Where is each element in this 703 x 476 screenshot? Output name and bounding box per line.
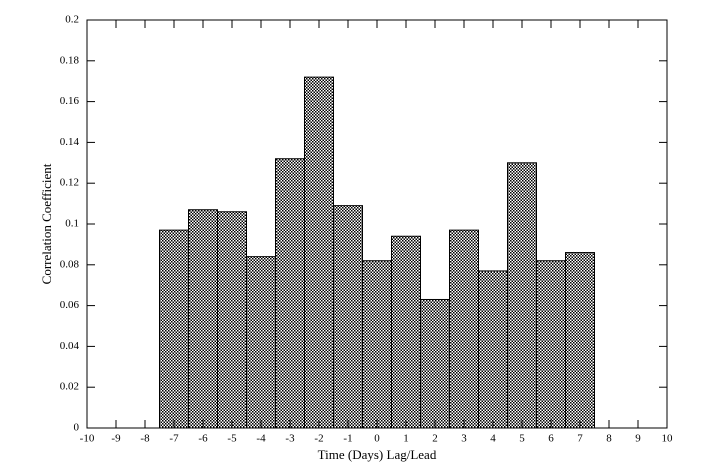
x-tick-label: 7 bbox=[577, 433, 583, 445]
x-axis-label: Time (Days) Lag/Lead bbox=[318, 447, 437, 462]
x-tick-label: 8 bbox=[606, 433, 612, 445]
x-tick-label: -9 bbox=[111, 433, 121, 445]
x-tick-label: 1 bbox=[403, 433, 409, 445]
x-tick-label: -1 bbox=[343, 433, 352, 445]
bar bbox=[478, 270, 508, 429]
y-tick-label: 0.02 bbox=[60, 381, 79, 393]
y-axis-label: Correlation Coefficient bbox=[39, 163, 54, 284]
bar bbox=[449, 229, 479, 429]
bar bbox=[217, 211, 247, 429]
x-tick-label: -4 bbox=[256, 433, 266, 445]
x-tick-label: 5 bbox=[519, 433, 525, 445]
y-tick-label: 0 bbox=[74, 422, 80, 434]
x-tick-label: 4 bbox=[490, 433, 496, 445]
bar bbox=[420, 298, 450, 429]
bar bbox=[304, 76, 334, 429]
x-tick-label: -5 bbox=[227, 433, 237, 445]
x-tick-label: -3 bbox=[285, 433, 295, 445]
y-tick-label: 0.16 bbox=[60, 95, 80, 107]
y-tick-label: 0.12 bbox=[60, 177, 79, 189]
bar bbox=[333, 205, 363, 429]
x-tick-label: 10 bbox=[662, 433, 674, 445]
bar bbox=[275, 158, 305, 429]
y-tick-label: 0.18 bbox=[60, 54, 80, 66]
y-tick-label: 0.04 bbox=[60, 340, 80, 352]
x-tick-label: 0 bbox=[374, 433, 380, 445]
x-tick-label: -7 bbox=[169, 433, 179, 445]
x-tick-label: -6 bbox=[198, 433, 208, 445]
x-tick-label: 6 bbox=[548, 433, 554, 445]
x-tick-label: -8 bbox=[140, 433, 150, 445]
y-tick-label: 0.14 bbox=[60, 136, 80, 148]
x-tick-label: -2 bbox=[314, 433, 323, 445]
bar bbox=[391, 235, 421, 429]
bar bbox=[362, 260, 392, 429]
y-tick-label: 0.08 bbox=[60, 258, 80, 270]
x-tick-label: 2 bbox=[432, 433, 438, 445]
x-tick-label: 9 bbox=[635, 433, 641, 445]
bar bbox=[159, 229, 189, 429]
x-tick-label: 3 bbox=[461, 433, 467, 445]
bar bbox=[246, 256, 276, 429]
bar bbox=[536, 260, 566, 429]
bar bbox=[188, 209, 218, 429]
y-tick-label: 0.1 bbox=[65, 218, 79, 230]
bar bbox=[565, 252, 595, 429]
y-tick-label: 0.06 bbox=[60, 299, 80, 311]
bar bbox=[507, 162, 537, 429]
x-tick-label: -10 bbox=[80, 433, 95, 445]
y-tick-label: 0.2 bbox=[65, 14, 79, 26]
